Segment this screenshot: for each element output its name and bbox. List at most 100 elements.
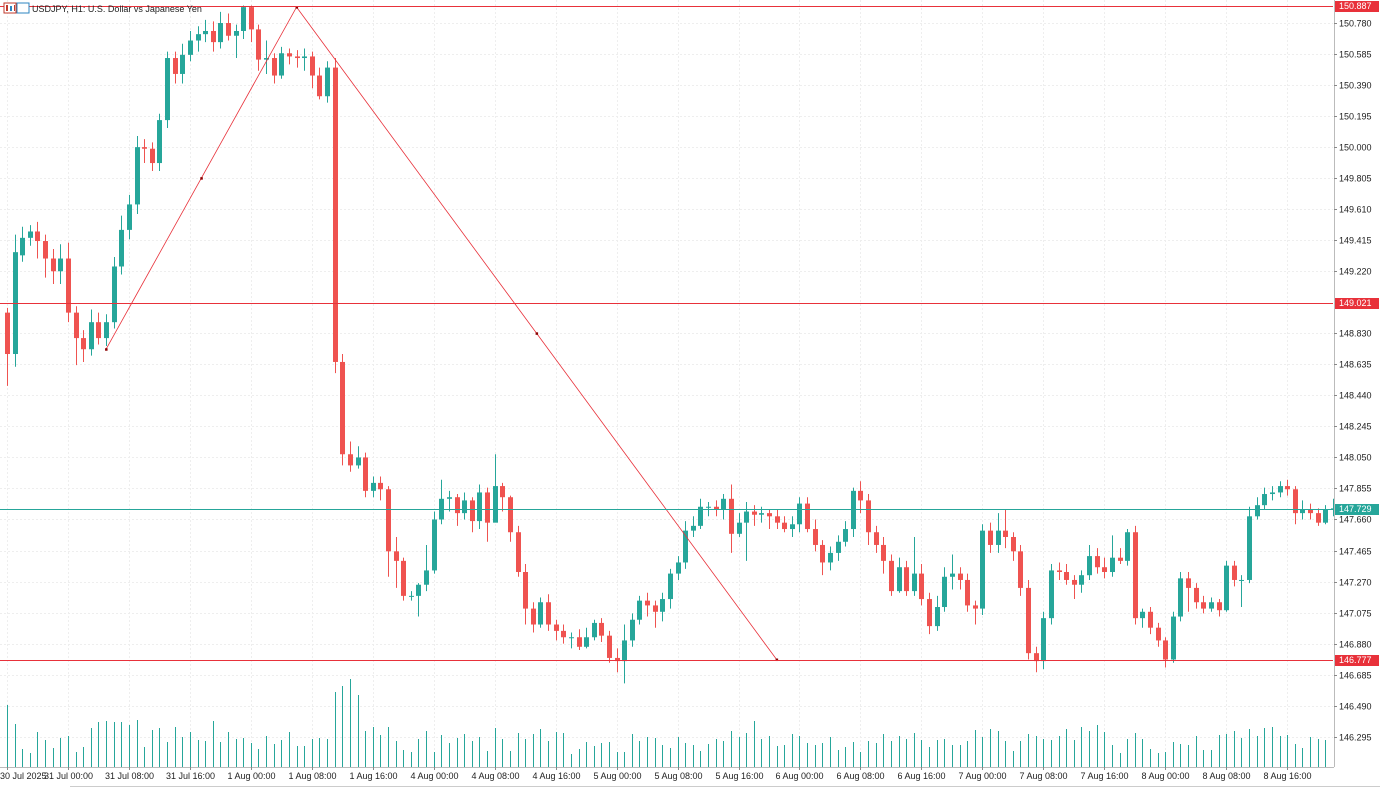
candle-161 — [1232, 560, 1237, 587]
trend-anchor-handle-1[interactable] — [295, 6, 299, 9]
candle-150 — [1148, 607, 1153, 635]
candle-8 — [66, 242, 71, 323]
candle-62 — [477, 484, 482, 530]
price-tick-label-17: 147.270 — [1339, 578, 1372, 588]
candle-127 — [973, 600, 978, 625]
candle-157 — [1201, 595, 1206, 614]
candle-47 — [363, 452, 368, 498]
trend-anchor-handle-2[interactable] — [775, 658, 779, 662]
candle-173 — [1323, 505, 1328, 525]
price-tick-label-13: 148.050 — [1339, 453, 1372, 463]
candle-17 — [135, 136, 140, 214]
horizontal-price-lines[interactable] — [0, 6, 1333, 661]
candle-91 — [698, 498, 703, 530]
candle-168 — [1285, 479, 1290, 496]
candle-89 — [683, 521, 688, 569]
price-tick-label-4: 150.000 — [1339, 143, 1372, 153]
price-axis[interactable]: 150.780 150.585 150.390 150.195 150.000 149.8… — [1334, 0, 1380, 787]
candle-109 — [836, 535, 841, 561]
candle-145 — [1110, 535, 1115, 577]
candle-115 — [881, 536, 886, 574]
candle-22 — [173, 51, 178, 84]
candle-83 — [637, 595, 642, 625]
chart-title-text: USDJPY, H1: U.S. Dollar vs Japanese Yen — [32, 4, 202, 14]
candle-34 — [264, 40, 269, 74]
candle-53 — [409, 591, 414, 601]
candle-117 — [897, 557, 902, 593]
candle-3 — [28, 225, 33, 246]
price-tick-label-16: 147.465 — [1339, 547, 1372, 557]
time-tick-label-16: 7 Aug 00:00 — [958, 771, 1006, 781]
trend-anchor-handle-0[interactable] — [105, 348, 108, 351]
trend-line[interactable] — [105, 6, 779, 662]
price-tick-label-10: 148.635 — [1339, 360, 1372, 370]
price-tick-label-11: 148.440 — [1339, 391, 1372, 401]
candle-61 — [470, 497, 475, 533]
candle-82 — [630, 613, 635, 647]
time-tick-label-11: 5 Aug 08:00 — [654, 771, 702, 781]
candle-110 — [843, 521, 848, 547]
price-tick-label-1: 150.585 — [1339, 50, 1372, 60]
candle-95 — [729, 484, 734, 553]
candle-162 — [1239, 575, 1244, 608]
candle-15 — [119, 215, 124, 275]
price-tick-label-21: 146.490 — [1339, 702, 1372, 712]
candle-139 — [1064, 564, 1069, 585]
candle-56 — [432, 511, 437, 574]
candle-155 — [1186, 572, 1191, 612]
candle-101 — [775, 509, 780, 530]
candle-113 — [866, 494, 871, 545]
price-tick-label-14: 147.855 — [1339, 484, 1372, 494]
candle-133 — [1018, 544, 1023, 596]
candle-118 — [904, 560, 909, 596]
candle-66 — [508, 495, 513, 542]
candle-20 — [157, 113, 162, 172]
candle-30 — [234, 24, 239, 59]
candle-67 — [516, 525, 521, 577]
candle-129 — [988, 522, 993, 553]
candle-35 — [272, 53, 277, 84]
candle-93 — [714, 500, 719, 517]
candle-90 — [691, 516, 696, 537]
price-badge-label-2: 146.777 — [1339, 655, 1372, 665]
price-tick-label-19: 146.880 — [1339, 640, 1372, 650]
candle-72 — [554, 619, 559, 641]
time-axis-background — [0, 768, 1380, 787]
price-tick-label-0: 150.780 — [1339, 19, 1372, 29]
candle-25 — [196, 26, 201, 52]
candle-160 — [1224, 560, 1229, 612]
candle-171 — [1308, 503, 1313, 520]
candle-73 — [561, 624, 566, 644]
candle-45 — [348, 441, 353, 472]
price-tick-label-7: 149.415 — [1339, 236, 1372, 246]
candle-121 — [927, 592, 932, 635]
candle-76 — [584, 627, 589, 649]
candle-75 — [577, 629, 582, 650]
candle-166 — [1270, 486, 1275, 501]
candle-88 — [676, 556, 681, 580]
candle-98 — [752, 505, 757, 526]
candle-18 — [142, 139, 147, 164]
candle-54 — [416, 583, 421, 617]
price-tick-label-2: 150.390 — [1339, 81, 1372, 91]
price-tick-label-12: 148.245 — [1339, 422, 1372, 432]
candle-21 — [165, 51, 170, 129]
trend-midpoint-handle[interactable] — [200, 177, 203, 180]
candle-37 — [287, 48, 292, 65]
candle-71 — [546, 594, 551, 631]
time-tick-label-1: 31 Jul 00:00 — [44, 771, 93, 781]
candle-12 — [96, 312, 101, 345]
candle-84 — [645, 592, 650, 617]
candle-112 — [858, 481, 863, 514]
candle-33 — [256, 24, 261, 71]
candle-105 — [805, 497, 810, 533]
candle-146 — [1118, 548, 1123, 565]
trend-midpoint-handle[interactable] — [535, 332, 539, 335]
volume-bars — [7, 679, 1326, 767]
time-tick-label-7: 4 Aug 00:00 — [410, 771, 458, 781]
candle-140 — [1072, 575, 1077, 600]
candle-107 — [820, 540, 825, 576]
candle-36 — [279, 46, 284, 79]
